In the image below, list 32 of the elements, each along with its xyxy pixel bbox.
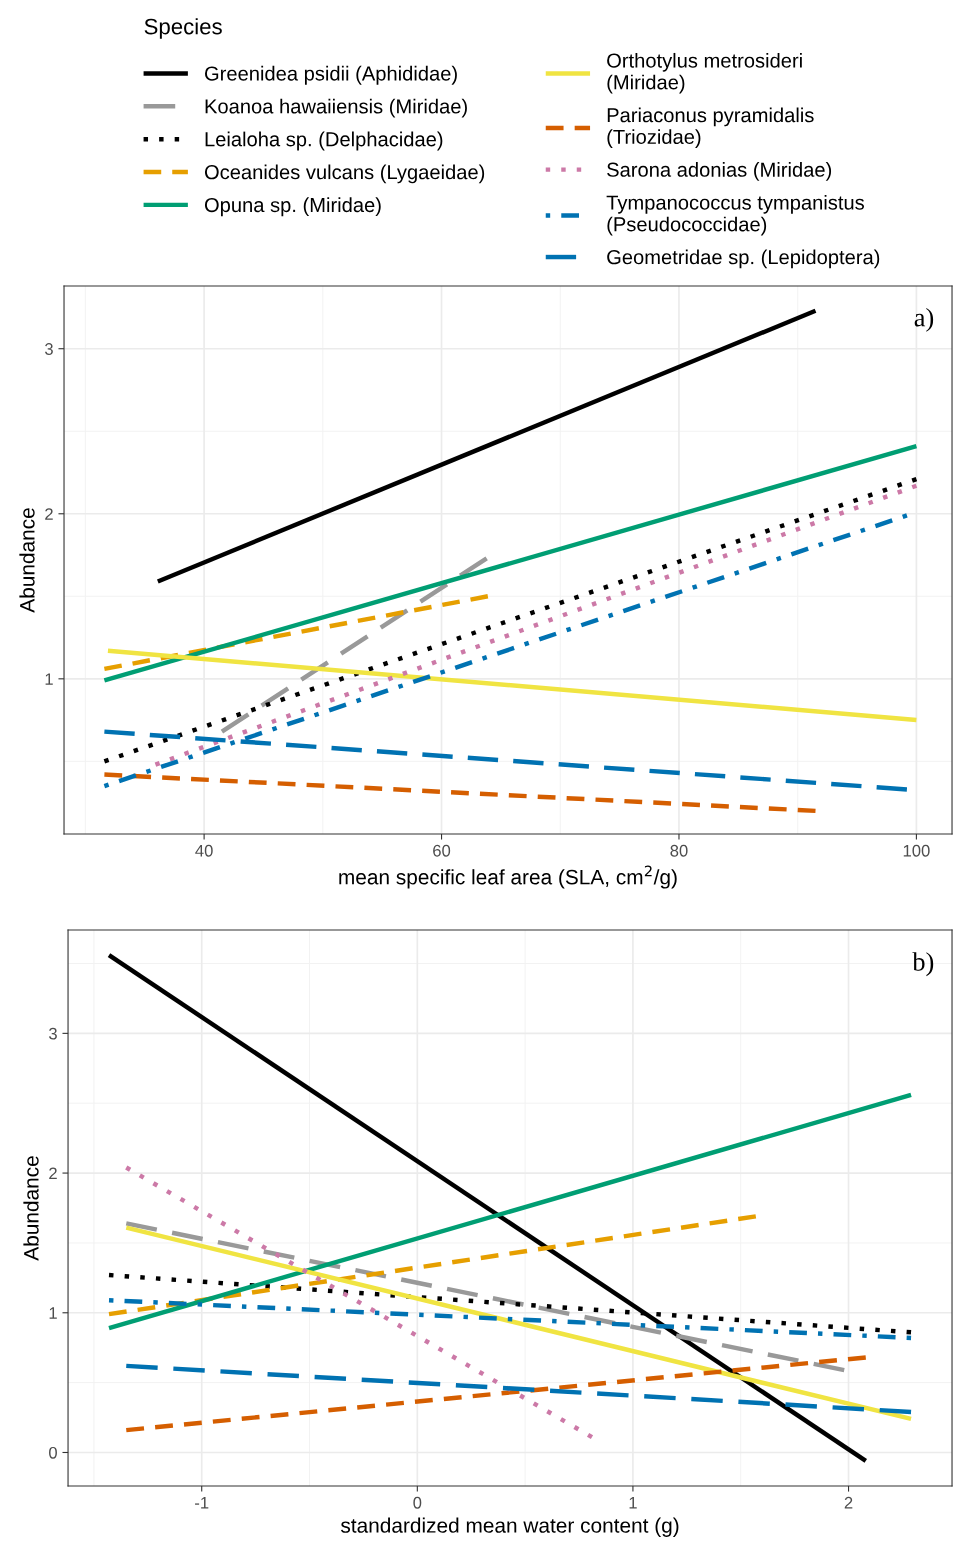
legend-label: Oceanides vulcans (Lygaeidae) xyxy=(204,164,485,184)
x-tick-label: 40 xyxy=(195,844,213,857)
legend-label: Opuna sp. (Miridae) xyxy=(204,197,381,217)
x-axis-title: standardized mean water content (g) xyxy=(340,1517,679,1537)
legend-label: Tympanococcus tympanistus (Pseudococcidae) xyxy=(606,194,865,236)
legend-label: Sarona adonias (Miridae) xyxy=(607,162,832,181)
y-axis-title: Abundance xyxy=(19,508,35,613)
y-tick-label: 2 xyxy=(49,1167,57,1180)
x-tick-label: 2 xyxy=(844,1496,853,1509)
annotation: b) xyxy=(912,952,934,977)
y-tick-label: 3 xyxy=(48,1027,57,1040)
x-tick-label: 100 xyxy=(903,844,930,857)
legend-title: Species xyxy=(144,18,222,39)
annotation: a) xyxy=(914,307,934,332)
y-axis-title: Abundance xyxy=(23,1156,39,1261)
legend-label: Orthotylus metrosideri (Miridae) xyxy=(607,52,802,94)
y-tick-label: 2 xyxy=(45,508,53,520)
legend-label: Koanoa hawaiiensis (Miridae) xyxy=(205,98,467,118)
legend-label: Greenidea psidii (Aphididae) xyxy=(205,65,457,85)
x-axis-title: mean specific leaf area (SLA, cm$^{2}$/g) xyxy=(339,865,677,889)
x-tick-label: 80 xyxy=(670,844,688,857)
legend-label: Leialoha sp. (Delphacidae) xyxy=(205,131,443,151)
y-tick-label: 0 xyxy=(49,1446,57,1459)
x-tick-label: -1 xyxy=(195,1497,209,1509)
y-tick-label: 3 xyxy=(44,343,53,355)
legend-label: Geometridae sp. (Lepidoptera) xyxy=(607,249,880,269)
y-tick-label: 1 xyxy=(49,1307,57,1319)
x-tick-label: 1 xyxy=(629,1497,637,1509)
y-tick-label: 1 xyxy=(45,673,53,685)
x-tick-label: 60 xyxy=(433,844,451,857)
legend-label: Pariaconus pyramidalis (Triozidae) xyxy=(607,107,814,148)
x-tick-label: 0 xyxy=(413,1496,422,1509)
